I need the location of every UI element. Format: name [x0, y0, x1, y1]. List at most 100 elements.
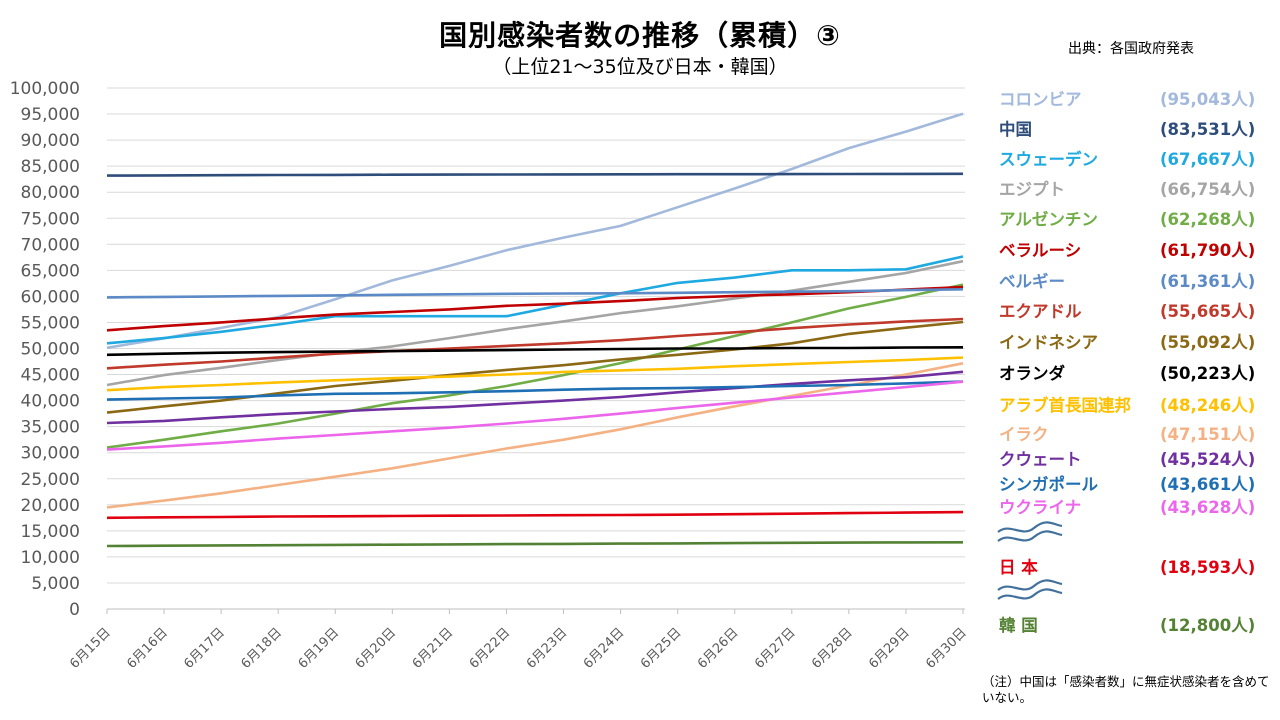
legend-name: ベルギー	[999, 272, 1065, 291]
y-tick-label: 70,000	[21, 235, 80, 255]
axis-break-mark	[997, 521, 1063, 533]
y-tick-label: 30,000	[21, 444, 80, 464]
series-line	[106, 320, 964, 414]
legend-name: エクアドル	[999, 302, 1082, 321]
legend-name: スウェーデン	[999, 150, 1098, 169]
legend-value: (48,246人)	[1160, 396, 1256, 415]
legend-value: (67,667人)	[1160, 150, 1256, 169]
y-tick-label: 50,000	[21, 340, 80, 360]
axis-break-mark	[997, 579, 1063, 591]
axis-break-marks	[997, 521, 1063, 600]
x-tick-label: 6月16日	[124, 625, 171, 672]
legend-name: ウクライナ	[999, 498, 1082, 517]
legend-name: オランダ	[999, 364, 1065, 383]
x-tick-label: 6月28日	[809, 625, 856, 672]
legend-value: (18,593人)	[1160, 558, 1256, 577]
y-tick-label: 80,000	[21, 183, 80, 203]
y-tick-label: 20,000	[21, 496, 80, 516]
axis-break-mark	[997, 588, 1063, 600]
series-line	[106, 255, 964, 345]
series-line	[106, 370, 964, 425]
x-tick-label: 6月21日	[410, 625, 457, 672]
series-line	[106, 285, 964, 332]
series-line	[106, 380, 964, 451]
chart-title: 国別感染者数の推移（累積）③	[439, 19, 841, 52]
legend-name: 中国	[999, 120, 1032, 139]
legend-value: (43,661人)	[1160, 475, 1256, 494]
y-axis-ticks: 0 5,000 10,000 15,000 20,000 25,000 30,000 35,0…	[10, 79, 80, 620]
x-tick-label: 6月29日	[866, 625, 913, 672]
legend-value: (12,800人)	[1160, 616, 1256, 635]
x-tick-label: 6月18日	[238, 625, 285, 672]
series-line	[106, 380, 964, 401]
legend-value: (66,754人)	[1160, 180, 1256, 199]
legend-value: (62,268人)	[1160, 210, 1256, 229]
y-tick-label: 10,000	[21, 548, 80, 568]
y-tick-label: 65,000	[21, 261, 80, 281]
y-tick-label: 85,000	[21, 157, 80, 177]
legend-value: (83,531人)	[1160, 120, 1256, 139]
legend-name: ベラルーシ	[999, 241, 1082, 260]
legend-name: コロンビア	[999, 90, 1082, 109]
y-tick-label: 60,000	[21, 287, 80, 307]
y-tick-label: 40,000	[21, 392, 80, 412]
legend-name: インドネシア	[999, 333, 1098, 352]
legend-value: (61,361人)	[1160, 272, 1256, 291]
x-axis-ticks: 6月15日 6月16日 6月17日 6月18日 6月19日 6月20日 6月21日 6月22日…	[67, 609, 970, 672]
x-tick-label: 6月30日	[923, 625, 970, 672]
y-tick-label: 95,000	[21, 105, 80, 125]
x-tick-label: 6月22日	[467, 625, 514, 672]
x-tick-label: 6月27日	[752, 625, 799, 672]
series-line	[106, 345, 964, 357]
source-label: 出典：各国政府発表	[1068, 41, 1194, 57]
x-tick-label: 6月25日	[638, 625, 685, 672]
legend-name: 韓 国	[999, 616, 1038, 635]
legend-name: アルゼンチン	[999, 210, 1098, 229]
y-tick-label: 45,000	[21, 366, 80, 386]
series-line	[106, 288, 964, 299]
y-tick-label: 100,000	[10, 79, 80, 99]
legend-value: (50,223人)	[1160, 364, 1256, 383]
y-tick-label: 55,000	[21, 313, 80, 333]
legend-value: (47,151人)	[1160, 425, 1256, 444]
series-line	[106, 317, 964, 370]
legend-value: (55,092人)	[1160, 333, 1256, 352]
x-tick-label: 6月26日	[695, 625, 742, 672]
series-line	[106, 510, 964, 520]
series-line	[106, 259, 964, 387]
series-line	[106, 112, 964, 350]
series-line	[106, 356, 964, 392]
legend-value: (45,524人)	[1160, 450, 1256, 469]
y-tick-label: 15,000	[21, 522, 80, 542]
legend-name: シンガポール	[999, 475, 1098, 494]
legend-name: クウェート	[999, 450, 1082, 469]
x-tick-label: 6月24日	[581, 625, 628, 672]
legend-value: (61,790人)	[1160, 241, 1256, 260]
series-line	[106, 172, 964, 177]
y-tick-label: 75,000	[21, 209, 80, 229]
legend-value: (55,665人)	[1160, 302, 1256, 321]
x-tick-label: 6月19日	[296, 625, 343, 672]
y-tick-label: 0	[69, 600, 80, 620]
legend-name: アラブ首長国連邦	[999, 396, 1131, 415]
series-line	[106, 362, 964, 509]
series-line	[106, 540, 964, 548]
x-tick-label: 6月23日	[524, 625, 571, 672]
footnote: （注）中国は「感染者数」に無症状感染者を含めていない。	[982, 674, 1270, 705]
legend-value: (43,628人)	[1160, 498, 1256, 517]
legend-name: エジプト	[999, 180, 1065, 199]
y-tick-label: 90,000	[21, 131, 80, 151]
y-tick-label: 5,000	[31, 574, 80, 594]
series-line	[106, 283, 964, 449]
y-tick-label: 25,000	[21, 470, 80, 490]
legend-name: 日 本	[999, 558, 1038, 577]
y-tick-label: 35,000	[21, 418, 80, 438]
chart-subtitle: （上位21～35位及び日本・韓国）	[492, 56, 788, 78]
axis-break-mark	[997, 530, 1063, 542]
series-lines	[106, 112, 964, 548]
x-tick-label: 6月20日	[353, 625, 400, 672]
legend-value: (95,043人)	[1160, 90, 1256, 109]
x-tick-label: 6月17日	[181, 625, 228, 672]
x-tick-label: 6月15日	[67, 625, 114, 672]
